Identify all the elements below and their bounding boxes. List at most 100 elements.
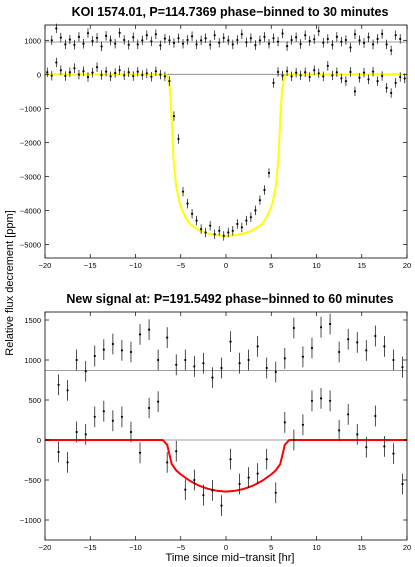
data-point	[295, 32, 298, 43]
data-point	[118, 65, 121, 76]
data-point	[265, 357, 268, 379]
data-point	[403, 73, 406, 84]
data-point	[114, 68, 117, 78]
data-point	[349, 42, 352, 53]
bottom-plot-area: −20 −15 −10 −5 0 5 10 15 20 −1000 −500 0 500 1000 1500	[20, 311, 411, 552]
data-point	[114, 38, 117, 49]
data-point	[200, 35, 203, 46]
data-point	[66, 380, 69, 401]
data-point	[154, 66, 157, 77]
data-point	[365, 436, 368, 458]
data-point	[371, 39, 375, 50]
data-point	[204, 33, 207, 44]
x-tick-label: −15	[84, 543, 97, 552]
data-point	[347, 404, 350, 425]
data-point	[109, 35, 112, 46]
data-point	[274, 361, 277, 383]
data-point	[186, 198, 189, 209]
data-point	[374, 325, 377, 347]
data-point	[132, 32, 135, 43]
model-fit-line	[45, 439, 407, 493]
data-point	[263, 185, 266, 195]
data-point	[240, 29, 243, 39]
data-point	[383, 436, 386, 457]
y-tick-label: −3000	[20, 172, 41, 181]
data-point	[147, 397, 151, 419]
data-point	[353, 29, 357, 39]
data-point	[401, 473, 404, 495]
data-point	[168, 35, 171, 46]
data-point	[157, 349, 160, 371]
axes-frame	[44, 24, 408, 259]
data-point	[267, 38, 271, 49]
data-point	[204, 227, 207, 238]
data-point	[399, 72, 402, 82]
x-tick-label: 15	[358, 261, 366, 270]
data-point	[254, 40, 257, 50]
data-point	[59, 32, 62, 43]
data-point	[91, 67, 94, 78]
data-point	[283, 412, 286, 433]
data-point	[73, 39, 76, 50]
data-point	[86, 72, 90, 82]
data-point	[292, 317, 295, 339]
data-point	[347, 328, 350, 350]
data-point	[145, 68, 148, 79]
data-point	[154, 29, 157, 39]
data-point	[50, 70, 53, 81]
data-point	[77, 32, 81, 42]
data-point	[247, 349, 250, 371]
data-point	[132, 71, 135, 81]
data-point	[392, 349, 395, 371]
data-point	[175, 440, 178, 462]
data-point	[129, 341, 133, 363]
data-point	[245, 215, 248, 226]
x-tick-label: 15	[358, 543, 366, 552]
data-point	[290, 35, 293, 45]
data-point	[82, 38, 85, 49]
data-point	[75, 349, 78, 371]
model-fit-line	[45, 73, 407, 237]
data-point	[331, 39, 334, 50]
data-point	[138, 324, 142, 345]
data-point	[163, 71, 167, 82]
data-point	[59, 65, 62, 76]
x-tick-label: −20	[39, 261, 52, 270]
data-point	[177, 33, 180, 44]
data-point	[84, 360, 87, 382]
data-point	[64, 39, 67, 50]
data-point	[227, 35, 230, 46]
data-point	[166, 452, 169, 473]
data-point	[245, 37, 248, 48]
data-point	[328, 390, 332, 412]
data-point	[265, 448, 268, 470]
data-point	[319, 388, 323, 409]
data-point	[111, 410, 114, 432]
data-point	[274, 482, 277, 504]
data-point	[150, 71, 153, 82]
data-point	[356, 424, 359, 445]
data-point	[127, 39, 130, 50]
data-point	[218, 226, 221, 236]
data-point	[381, 29, 384, 39]
data-point	[281, 28, 284, 39]
data-point	[285, 41, 289, 51]
data-point	[340, 73, 343, 84]
top-panel: KOI 1574.01, P=114.7369 phase−binned to …	[20, 5, 411, 270]
data-point	[326, 34, 329, 44]
data-point	[172, 38, 176, 48]
data-point	[367, 74, 370, 85]
data-point	[68, 34, 71, 45]
data-point	[118, 28, 121, 38]
data-point	[283, 348, 286, 369]
data-point	[356, 332, 359, 353]
y-tick-label: −2000	[20, 138, 41, 147]
data-point	[317, 68, 320, 79]
data-point	[362, 67, 366, 78]
data-point	[276, 36, 280, 47]
data-point	[319, 316, 323, 338]
data-point	[358, 72, 361, 83]
y-tick-label: −5000	[20, 240, 41, 249]
data-point	[381, 71, 384, 81]
data-point	[301, 414, 305, 436]
